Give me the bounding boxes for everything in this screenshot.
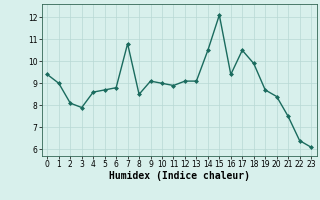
X-axis label: Humidex (Indice chaleur): Humidex (Indice chaleur) xyxy=(109,171,250,181)
